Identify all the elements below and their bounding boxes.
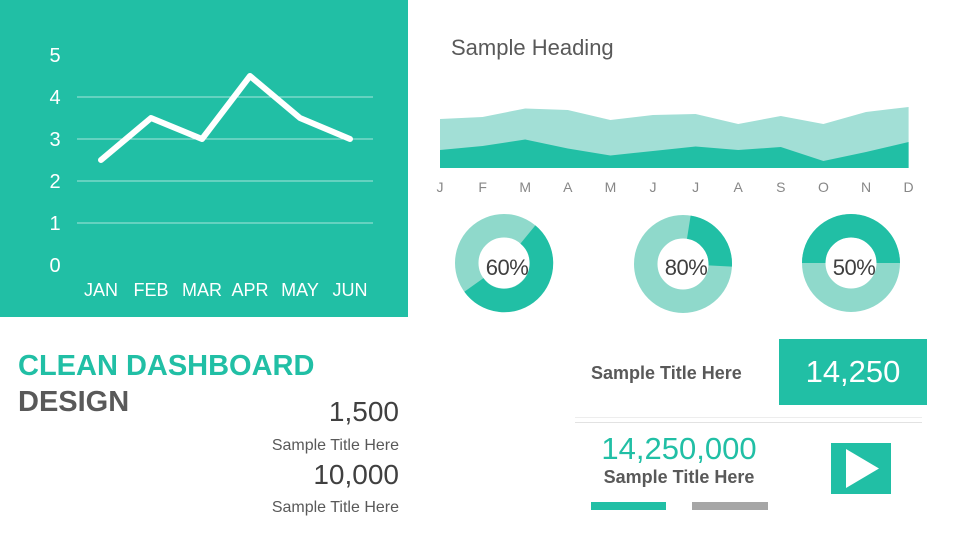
svg-text:JAN: JAN	[84, 280, 118, 300]
svg-text:O: O	[818, 179, 829, 195]
svg-text:60%: 60%	[486, 255, 529, 280]
svg-text:5: 5	[49, 45, 60, 67]
svg-text:M: M	[519, 179, 531, 195]
svg-text:0: 0	[49, 255, 60, 277]
svg-text:50%: 50%	[833, 255, 876, 280]
svg-text:J: J	[650, 179, 657, 195]
svg-text:M: M	[605, 179, 617, 195]
svg-text:A: A	[734, 179, 744, 195]
svg-text:MAY: MAY	[281, 280, 319, 300]
svg-text:J: J	[437, 179, 444, 195]
svg-text:S: S	[776, 179, 785, 195]
svg-text:80%: 80%	[665, 255, 708, 280]
svg-text:1: 1	[49, 213, 60, 235]
svg-text:D: D	[904, 179, 914, 195]
svg-text:J: J	[692, 179, 699, 195]
svg-text:APR: APR	[231, 280, 268, 300]
svg-text:2: 2	[49, 171, 60, 193]
svg-text:A: A	[563, 179, 573, 195]
svg-text:FEB: FEB	[133, 280, 168, 300]
svg-text:N: N	[861, 179, 871, 195]
svg-text:JUN: JUN	[333, 280, 368, 300]
svg-text:F: F	[478, 179, 487, 195]
svg-text:MAR: MAR	[182, 280, 222, 300]
svg-text:3: 3	[49, 129, 60, 151]
svg-text:4: 4	[49, 87, 60, 109]
